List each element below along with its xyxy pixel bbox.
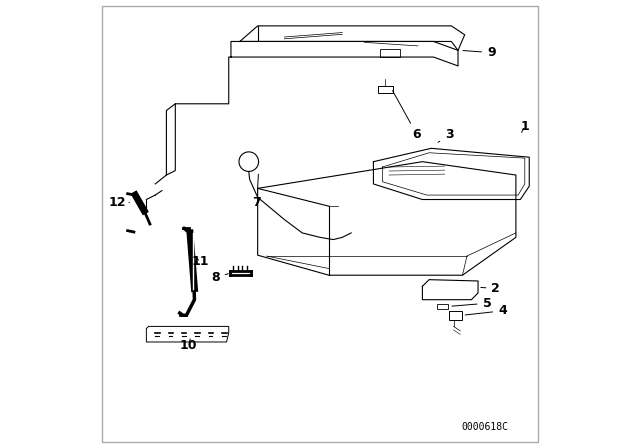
Text: 10: 10 (180, 339, 197, 352)
Text: 0000618C: 0000618C (461, 422, 508, 431)
Text: 12: 12 (109, 196, 129, 209)
Text: 3: 3 (438, 129, 453, 142)
Text: 8: 8 (211, 271, 228, 284)
Text: 5: 5 (452, 297, 492, 310)
Text: 1: 1 (520, 120, 529, 133)
Text: 4: 4 (465, 304, 507, 317)
Text: 7: 7 (252, 174, 261, 209)
Text: 11: 11 (192, 255, 209, 268)
Text: 6: 6 (392, 90, 421, 142)
Text: 9: 9 (463, 46, 496, 59)
Text: 2: 2 (481, 282, 500, 295)
